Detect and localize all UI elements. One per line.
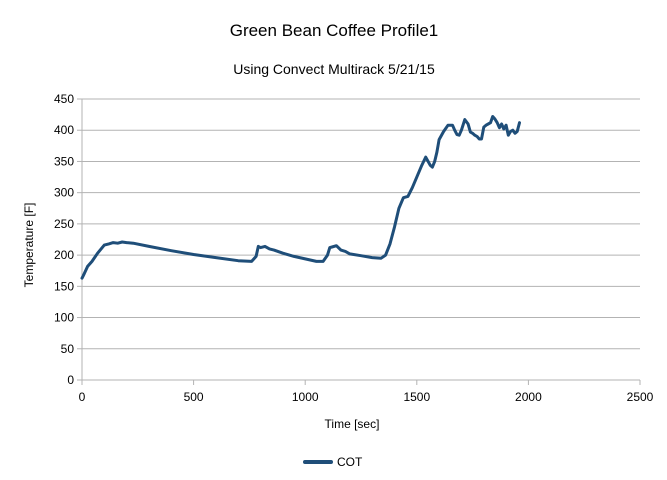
x-tick-label-2000: 2000	[515, 390, 542, 404]
x-tick-label-0: 0	[79, 390, 86, 404]
x-axis-ticks: 0 500 1000 1500 2000 2500	[79, 380, 654, 404]
x-tick-label-500: 500	[184, 390, 204, 404]
y-tick-label-200: 200	[54, 248, 74, 262]
x-tick-label-1500: 1500	[403, 390, 430, 404]
y-tick-label-100: 100	[54, 311, 74, 325]
y-axis-ticks: 0 50 100 150 200 250 300 350 400 450	[54, 92, 82, 387]
x-tick-label-2500: 2500	[627, 390, 654, 404]
legend-label-cot: COT	[337, 455, 363, 469]
y-tick-label-50: 50	[61, 342, 75, 356]
series-line-cot	[80, 115, 521, 280]
y-tick-label-150: 150	[54, 279, 74, 293]
chart-subtitle: Using Convect Multirack 5/21/15	[233, 61, 435, 77]
plot-area	[80, 115, 521, 280]
chart-title: Green Bean Coffee Profile1	[230, 21, 439, 40]
gridlines	[81, 98, 640, 381]
y-tick-label-250: 250	[54, 217, 74, 231]
y-tick-label-450: 450	[54, 92, 74, 106]
y-tick-label-300: 300	[54, 186, 74, 200]
y-tick-label-350: 350	[54, 154, 74, 168]
y-axis-label: Temperature [F]	[22, 203, 36, 288]
x-tick-label-1000: 1000	[292, 390, 319, 404]
legend: COT	[303, 455, 363, 469]
x-axis-label: Time [sec]	[325, 417, 380, 431]
y-tick-label-400: 400	[54, 123, 74, 137]
y-tick-label-0: 0	[67, 373, 74, 387]
